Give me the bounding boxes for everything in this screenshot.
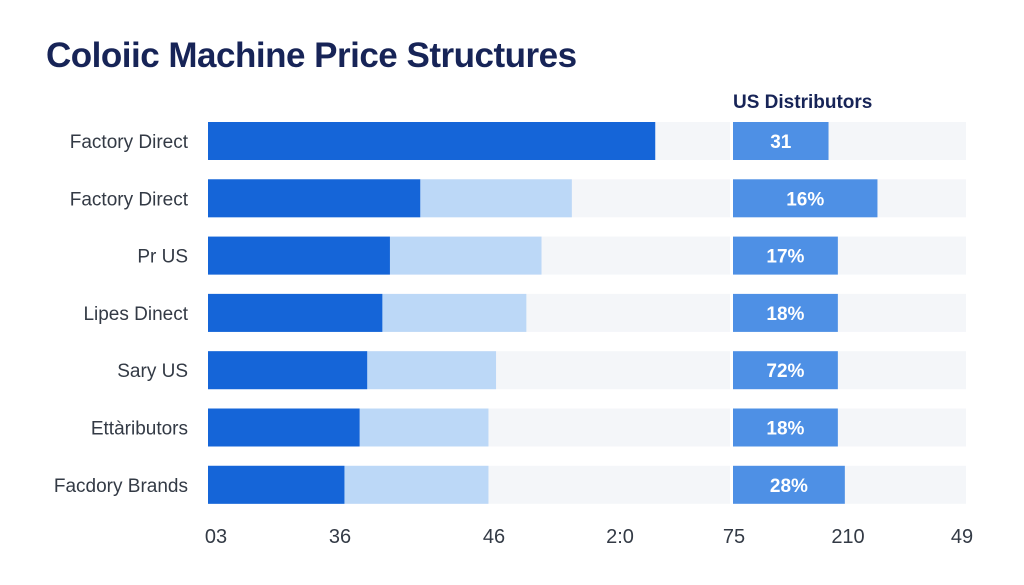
category-label: Sary US <box>117 361 188 382</box>
bar-primary <box>208 408 360 447</box>
bar-primary <box>208 236 390 275</box>
right-bar <box>733 351 838 390</box>
x-tick-label: 210 <box>831 526 864 548</box>
right-bar-value-label: 28% <box>770 476 808 497</box>
right-bar-value-label: 18% <box>766 304 804 325</box>
category-label: Facdory Brands <box>54 476 188 497</box>
bar-primary <box>208 351 368 390</box>
x-tick-label: 46 <box>483 526 505 548</box>
right-panel-title: US Distributors <box>733 92 873 113</box>
category-label: Factory Direct <box>70 132 189 153</box>
right-bar <box>733 293 838 332</box>
category-label: Lipes Dinect <box>83 304 188 325</box>
x-tick-label: 2:0 <box>606 526 634 548</box>
right-bar-value-label: 17% <box>766 247 804 268</box>
right-bar <box>733 236 838 275</box>
right-bar <box>733 408 838 447</box>
x-tick-label: 03 <box>205 526 227 548</box>
bar-primary <box>208 465 345 504</box>
category-label: Ettàributors <box>91 419 188 440</box>
right-bar <box>733 179 878 218</box>
x-tick-label: 36 <box>329 526 351 548</box>
category-label: Factory Direct <box>70 189 189 210</box>
right-bar-value-label: 72% <box>766 361 804 382</box>
bar-primary <box>208 179 421 218</box>
right-bar <box>733 465 845 504</box>
bar-primary <box>208 293 383 332</box>
x-tick-label: 75 <box>723 526 745 548</box>
bar-primary <box>208 122 656 160</box>
category-label: Pr US <box>137 247 188 268</box>
right-bar <box>733 122 829 160</box>
right-bar-value-label: 16% <box>786 189 824 210</box>
x-tick-label: 49 <box>951 526 973 548</box>
chart-title: Coloiic Machine Price Structures <box>46 36 577 75</box>
right-bar-value-label: 18% <box>766 419 804 440</box>
right-bar-value-label: 31 <box>770 132 792 153</box>
